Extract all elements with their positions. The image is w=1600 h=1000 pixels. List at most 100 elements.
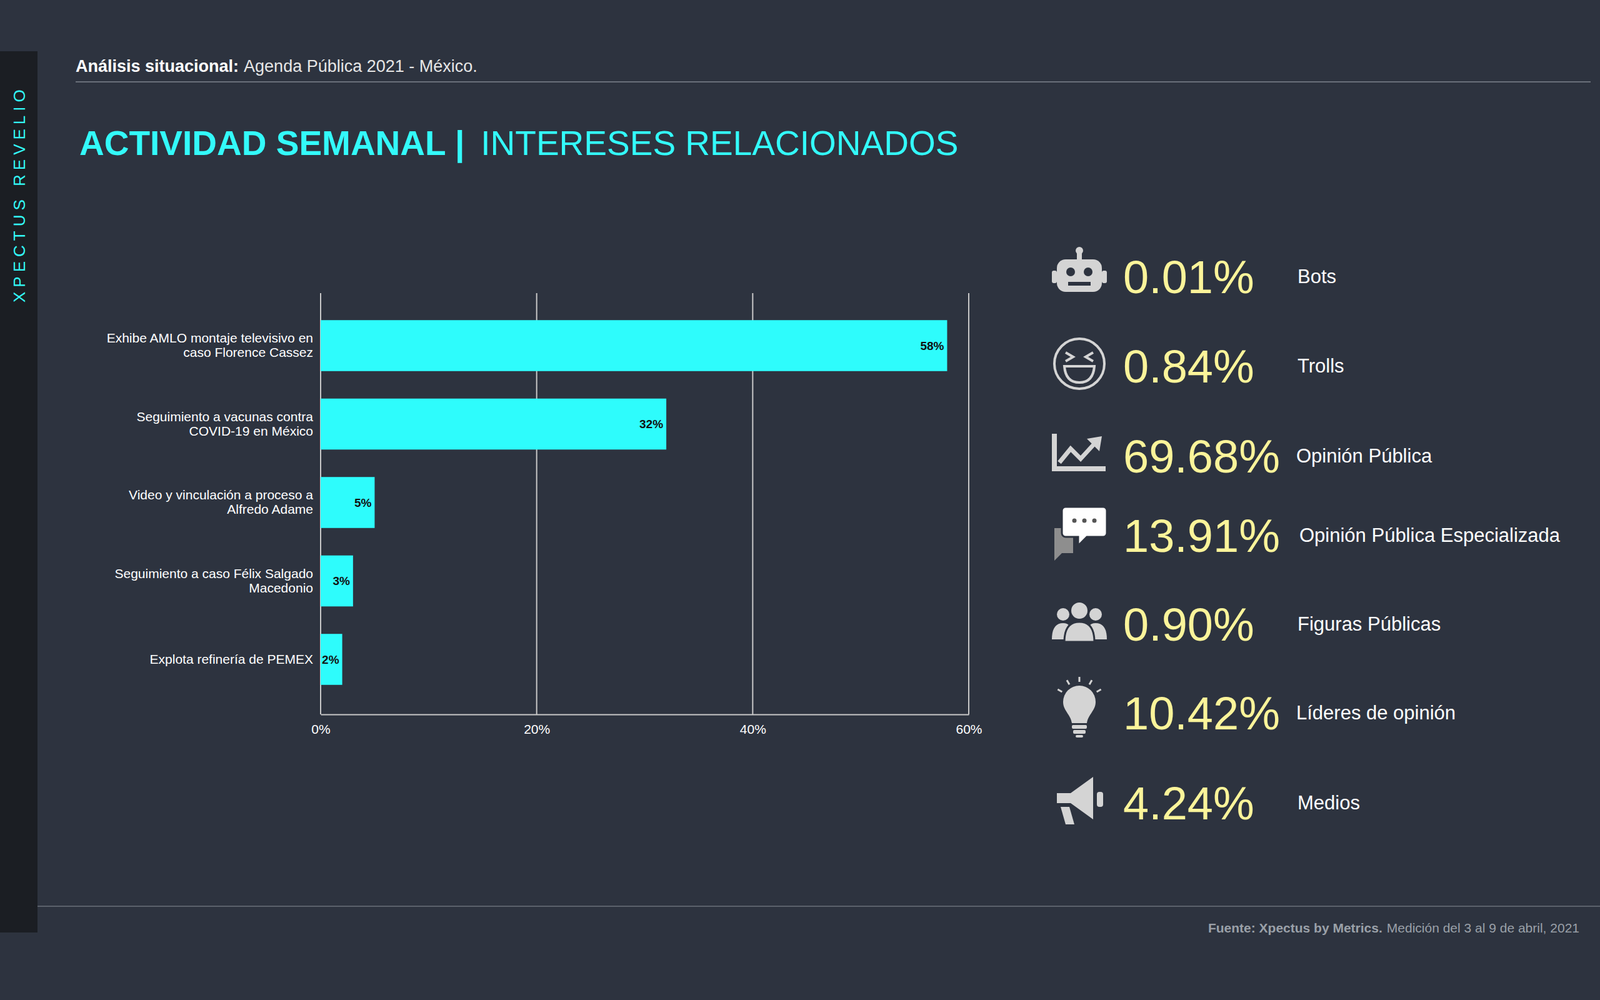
- icon-part: [1073, 730, 1086, 734]
- stat-value: 4.24%: [1123, 777, 1255, 830]
- category-line: Alfredo Adame: [226, 501, 314, 517]
- tick: 40%: [740, 714, 767, 737]
- icon-part: [1083, 267, 1093, 277]
- background: [0, 0, 1600, 1000]
- stat-row: 10.42%Líderes de opinión: [1057, 676, 1456, 740]
- category-line: COVID-19 en México: [189, 423, 314, 439]
- category-label: Exhibe AMLO montaje televisivo encaso Fl…: [106, 330, 314, 360]
- icon-part: [1078, 676, 1081, 682]
- page: XPECTUS REVELIOAnálisis situacional:Agen…: [0, 0, 1600, 1000]
- icon-part: [1096, 791, 1104, 807]
- header-text: Agenda Pública 2021 - México.: [243, 56, 478, 76]
- footer-rule: [37, 905, 1600, 907]
- tick-label: 0%: [311, 721, 330, 737]
- sidebar: [0, 51, 38, 933]
- icon-part: [1056, 607, 1070, 622]
- icon-part: [1071, 725, 1087, 729]
- icon-part: [1092, 518, 1097, 524]
- category-line: caso Florence Cassez: [183, 345, 314, 360]
- stat-row: 4.24%Medios: [1056, 776, 1360, 830]
- icon-part: [1051, 270, 1057, 284]
- header-label: Análisis situacional:: [75, 56, 239, 76]
- tick: Video y vinculación a proceso aAlfredo A…: [128, 487, 321, 517]
- stat-label: Opinión Pública Especializada: [1299, 524, 1561, 547]
- category-label: Seguimiento a vacunas contraCOVID-19 en …: [136, 409, 314, 439]
- grid-line: [968, 293, 970, 715]
- stats: 0.01%Bots0.84%Trolls69.68%Opinión Públic…: [1051, 246, 1561, 830]
- stat-row: 0.90% Figuras Públicas: [1051, 598, 1441, 651]
- stat-row: 0.01% Bots: [1051, 246, 1337, 304]
- header-rule: [75, 81, 1591, 83]
- tick: 60%: [955, 714, 982, 737]
- stat-icon: [1054, 506, 1107, 561]
- bar: [320, 476, 375, 529]
- icon-part: [1086, 436, 1102, 452]
- category-line: Seguimiento a vacunas contra: [136, 409, 314, 424]
- stat-icon: [1051, 246, 1107, 292]
- stat-icon: [1056, 776, 1104, 825]
- stat-row: 13.91% Opinión Pública Especializada: [1054, 506, 1561, 562]
- data-label: 3%: [332, 574, 350, 588]
- bar-chart: 58%32%5%3%2%0%20%40%60%Exhibe AMLO monta…: [106, 293, 983, 737]
- tick: 0%: [311, 714, 330, 737]
- tick-label: 20%: [523, 721, 550, 737]
- tick: Seguimiento a caso Félix SalgadoMacedoni…: [114, 566, 321, 595]
- icon-part: [1075, 246, 1084, 255]
- icon-part: [1082, 518, 1087, 524]
- icon-part: [1072, 518, 1077, 524]
- title: ACTIVIDAD SEMANAL |INTERESES RELACIONADO…: [79, 123, 959, 164]
- icon-part: [1056, 259, 1102, 292]
- stat-value: 0.90%: [1123, 598, 1255, 651]
- stat-icon: [1051, 601, 1107, 642]
- bar: [320, 633, 343, 685]
- category-line: Seguimiento a caso Félix Salgado: [114, 566, 314, 581]
- stat-icon: [1054, 338, 1105, 389]
- tick: Exhibe AMLO montaje televisivo encaso Fl…: [106, 330, 321, 360]
- grid: [320, 293, 969, 715]
- stat-value: 0.01%: [1123, 251, 1255, 304]
- icon-part: [1059, 443, 1095, 463]
- footer: Fuente: Xpectus by Metrics.Medición del …: [1208, 920, 1580, 935]
- bars: [320, 320, 947, 685]
- icon-part: [1066, 267, 1075, 277]
- icon-part: [1061, 506, 1107, 546]
- footer-source: Fuente: Xpectus by Metrics.: [1208, 920, 1383, 935]
- category-line: Explota refinería de PEMEX: [150, 651, 314, 667]
- category-line: Macedonio: [248, 580, 314, 595]
- icon-part: [1075, 735, 1084, 738]
- icon-part: [1064, 366, 1095, 383]
- icon-part: [1066, 680, 1070, 685]
- icon-part: [1070, 601, 1089, 620]
- bar: [320, 320, 947, 372]
- icon-part: [1054, 338, 1105, 389]
- stat-row: 0.84% Trolls: [1054, 338, 1345, 393]
- category-label: Explota refinería de PEMEX: [150, 651, 314, 667]
- icon-part: [1057, 689, 1062, 692]
- stat-label: Figuras Públicas: [1297, 613, 1441, 635]
- icon-part: [1068, 281, 1091, 286]
- tick: 20%: [523, 714, 550, 737]
- data-label: 5%: [354, 496, 372, 510]
- stat-label: Trolls: [1297, 355, 1345, 377]
- stat-value: 0.84%: [1123, 340, 1255, 393]
- category-label: Video y vinculación a proceso aAlfredo A…: [128, 487, 314, 517]
- data-label: 2%: [321, 653, 340, 667]
- icon-part: [1064, 621, 1095, 642]
- stat-value: 69.68%: [1123, 430, 1280, 483]
- tick: Seguimiento a vacunas contraCOVID-19 en …: [136, 409, 321, 439]
- data-labels: 58%32%5%3%2%: [321, 339, 944, 667]
- stat-icon: [1054, 433, 1106, 469]
- stat-row: 69.68%Opinión Pública: [1054, 430, 1433, 483]
- stat-icon: [1057, 676, 1101, 738]
- tick-label: 40%: [740, 721, 767, 737]
- icon-part: [1096, 689, 1102, 692]
- icon-part: [1063, 685, 1096, 724]
- stat-label: Bots: [1297, 265, 1337, 288]
- stat-value: 10.42%: [1123, 687, 1280, 740]
- data-label: 58%: [920, 339, 944, 353]
- category-line: Video y vinculación a proceso a: [128, 487, 314, 502]
- bar: [320, 398, 667, 450]
- stat-value: 13.91%: [1123, 510, 1280, 562]
- icon-part: [1056, 776, 1094, 820]
- icon-part: [1089, 680, 1092, 685]
